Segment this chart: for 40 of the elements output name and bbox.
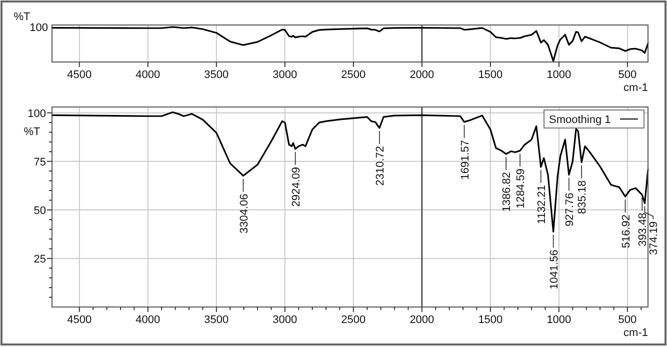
x-tick-label: 4000: [136, 314, 160, 326]
x-tick-label: 3500: [204, 314, 229, 326]
annotation: 374.19: [648, 221, 660, 255]
x-tick-label: 1000: [546, 69, 572, 81]
annotation: 927.76: [564, 192, 576, 226]
x-tick-label: 1500: [478, 69, 503, 81]
annotation: 1041.56: [548, 250, 560, 290]
annotation: 516.92: [620, 214, 632, 248]
annotation: 2310.72: [374, 146, 386, 186]
y-axis-title: %T: [24, 126, 41, 138]
x-tick-label: 1500: [478, 314, 503, 326]
x-tick-label: 1000: [546, 314, 572, 326]
annotation: 1132.21: [536, 185, 548, 224]
y-tick-label: 25: [34, 253, 46, 266]
legend-label: Smoothing 1: [549, 114, 611, 126]
x-tick-label: 500: [618, 314, 637, 326]
annotation: 3304.06: [238, 194, 250, 234]
x-tick-label: 4000: [136, 69, 160, 81]
x-axis-title: cm-1: [624, 82, 648, 94]
x-tick-label: 2500: [341, 69, 366, 81]
annotation: 2924.09: [290, 166, 302, 207]
x-axis-title: cm-1: [624, 327, 648, 339]
x-tick-label: 4500: [67, 69, 92, 81]
x-tick-label: 3000: [272, 314, 298, 326]
x-tick-label: 500: [618, 69, 637, 81]
y-axis-title: %T: [14, 11, 31, 23]
annotation: 835.18: [576, 180, 589, 214]
x-tick-label: 4500: [67, 314, 92, 326]
y-tick-label: 100: [28, 108, 46, 120]
annotation: 1691.57: [459, 140, 472, 180]
annotation: 1284.59: [515, 168, 528, 208]
x-tick-label: 2000: [410, 314, 434, 326]
x-tick-label: 2500: [341, 314, 366, 326]
x-tick-label: 2000: [410, 69, 434, 81]
y-tick-label: 50: [34, 204, 46, 217]
y-tick-label: 75: [34, 156, 46, 168]
x-tick-label: 3000: [272, 69, 298, 81]
annotation: 1386.82: [501, 172, 514, 212]
x-tick-label: 3500: [204, 69, 229, 81]
annotation: 393.48: [637, 212, 650, 246]
